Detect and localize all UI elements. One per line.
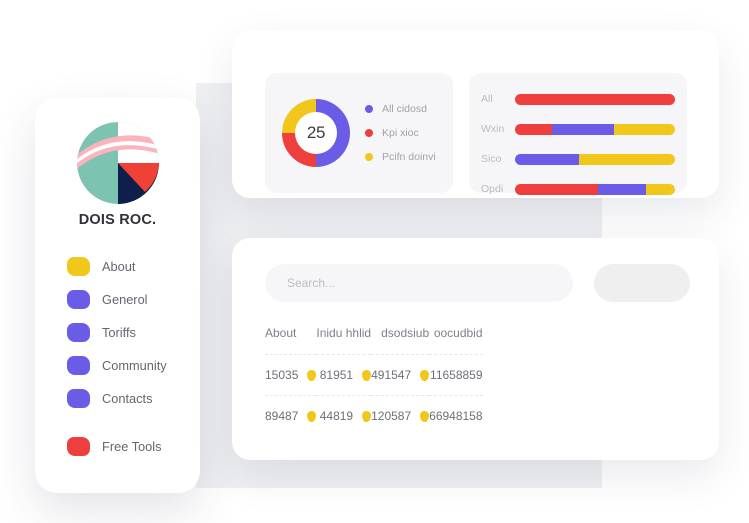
- donut-chart-panel: 25 All cidosd Kpi xioc Pcifn doinvi: [265, 73, 453, 193]
- legend-dot-icon: [365, 129, 373, 137]
- shield-icon: [307, 369, 317, 381]
- table-row[interactable]: 89487 44819 120587 66948158: [265, 395, 483, 436]
- sidebar-item-label: Generol: [102, 292, 148, 307]
- donut-legend: All cidosd Kpi xioc Pcifn doinvi: [365, 97, 436, 169]
- shield-icon: [420, 369, 430, 381]
- legend-item: Kpi xioc: [365, 121, 436, 145]
- sidebar-item-about[interactable]: About: [35, 250, 200, 283]
- bar-label: All: [481, 93, 493, 105]
- bar-label: Sico: [481, 153, 502, 165]
- table-header-cell: dsodsiub: [381, 326, 430, 340]
- table-header-row: About Inidu hhlid dsodsiub oocudbid: [265, 326, 483, 355]
- bar-row: Sico: [481, 147, 675, 171]
- bar-track: [515, 183, 675, 195]
- bar-segment: [646, 183, 675, 195]
- table-row[interactable]: 15035 81951 491547 11658859: [265, 354, 483, 396]
- sidebar-item-label: Community: [102, 358, 167, 373]
- table-cell: 15035: [265, 354, 317, 396]
- sidebar-item-contacts[interactable]: Contacts: [35, 382, 200, 415]
- data-table: About Inidu hhlid dsodsiub oocudbid 1503…: [265, 326, 483, 436]
- legend-item: All cidosd: [365, 97, 436, 121]
- swatch-icon: [67, 290, 90, 309]
- swatch-icon: [67, 323, 90, 342]
- table-header-cell: oocudbid: [433, 326, 483, 340]
- donut-chart: 25: [282, 99, 350, 167]
- bar-segment: [515, 123, 552, 135]
- bar-track: [515, 123, 675, 135]
- table-header-cell: About: [265, 326, 297, 340]
- bar-track: [515, 93, 675, 105]
- shield-icon: [362, 369, 372, 381]
- donut-center-value: 25: [306, 123, 326, 142]
- shield-icon: [307, 410, 317, 422]
- bar-segment: [598, 183, 647, 195]
- donut-center: 25: [295, 112, 337, 154]
- bar-chart: All Wxin Sico Opdi: [481, 87, 675, 201]
- table-card: About Inidu hhlid dsodsiub oocudbid 1503…: [232, 238, 719, 460]
- table-cell: 89487: [265, 395, 317, 436]
- bar-segment: [515, 153, 579, 165]
- bar-track: [515, 153, 675, 165]
- sidebar-item-generol[interactable]: Generol: [35, 283, 200, 316]
- search-row: [265, 264, 690, 302]
- sidebar-item-label: Free Tools: [102, 439, 162, 454]
- sidebar-item-label: Contacts: [102, 391, 153, 406]
- bar-segment: [551, 123, 615, 135]
- bar-row: Opdi: [481, 177, 675, 201]
- sidebar-item-free-tools[interactable]: Free Tools: [35, 430, 200, 463]
- shield-icon: [362, 410, 372, 422]
- legend-label: All cidosd: [382, 103, 427, 115]
- swatch-icon: [67, 437, 90, 456]
- background-block-top-left: [0, 0, 196, 83]
- charts-card: 25 All cidosd Kpi xioc Pcifn doinvi All W…: [232, 30, 719, 198]
- brand-title: DOIS ROC.: [78, 212, 157, 228]
- brand-logo-icon: [75, 120, 161, 206]
- bar-segment: [515, 183, 599, 195]
- sidebar-item-toriffs[interactable]: Toriffs: [35, 316, 200, 349]
- bar-label: Wxin: [481, 123, 505, 135]
- bar-label: Opdi: [481, 183, 504, 195]
- table-cell: 81951: [316, 354, 372, 396]
- search-button[interactable]: [594, 264, 690, 302]
- table-cell: 11658859: [429, 354, 483, 396]
- swatch-icon: [67, 356, 90, 375]
- legend-label: Pcifn doinvi: [382, 151, 436, 163]
- legend-label: Kpi xioc: [382, 127, 419, 139]
- sidebar-item-community[interactable]: Community: [35, 349, 200, 382]
- swatch-icon: [67, 257, 90, 276]
- table-cell: 120587: [371, 395, 430, 436]
- legend-item: Pcifn doinvi: [365, 145, 436, 169]
- shield-icon: [420, 410, 430, 422]
- sidebar-card: DOIS ROC. About Generol Toriffs Communit…: [35, 98, 200, 493]
- legend-dot-icon: [365, 105, 373, 113]
- table-cell: 491547: [371, 354, 430, 396]
- swatch-icon: [67, 389, 90, 408]
- background-block-bottom-right: [641, 488, 749, 523]
- bar-row: All: [481, 87, 675, 111]
- bar-segment: [579, 153, 675, 165]
- sidebar-item-label: About: [102, 259, 136, 274]
- table-cell: 66948158: [429, 395, 483, 436]
- bar-row: Wxin: [481, 117, 675, 141]
- sidebar-nav: About Generol Toriffs Community Contacts…: [35, 250, 200, 463]
- bar-chart-panel: All Wxin Sico Opdi: [469, 73, 687, 195]
- bar-segment: [614, 123, 675, 135]
- table-cell: 44819: [316, 395, 372, 436]
- legend-dot-icon: [365, 153, 373, 161]
- sidebar-item-label: Toriffs: [102, 325, 136, 340]
- search-input[interactable]: [265, 264, 573, 302]
- table-header-cell: Inidu hhlid: [316, 326, 372, 340]
- bar-segment: [515, 93, 675, 105]
